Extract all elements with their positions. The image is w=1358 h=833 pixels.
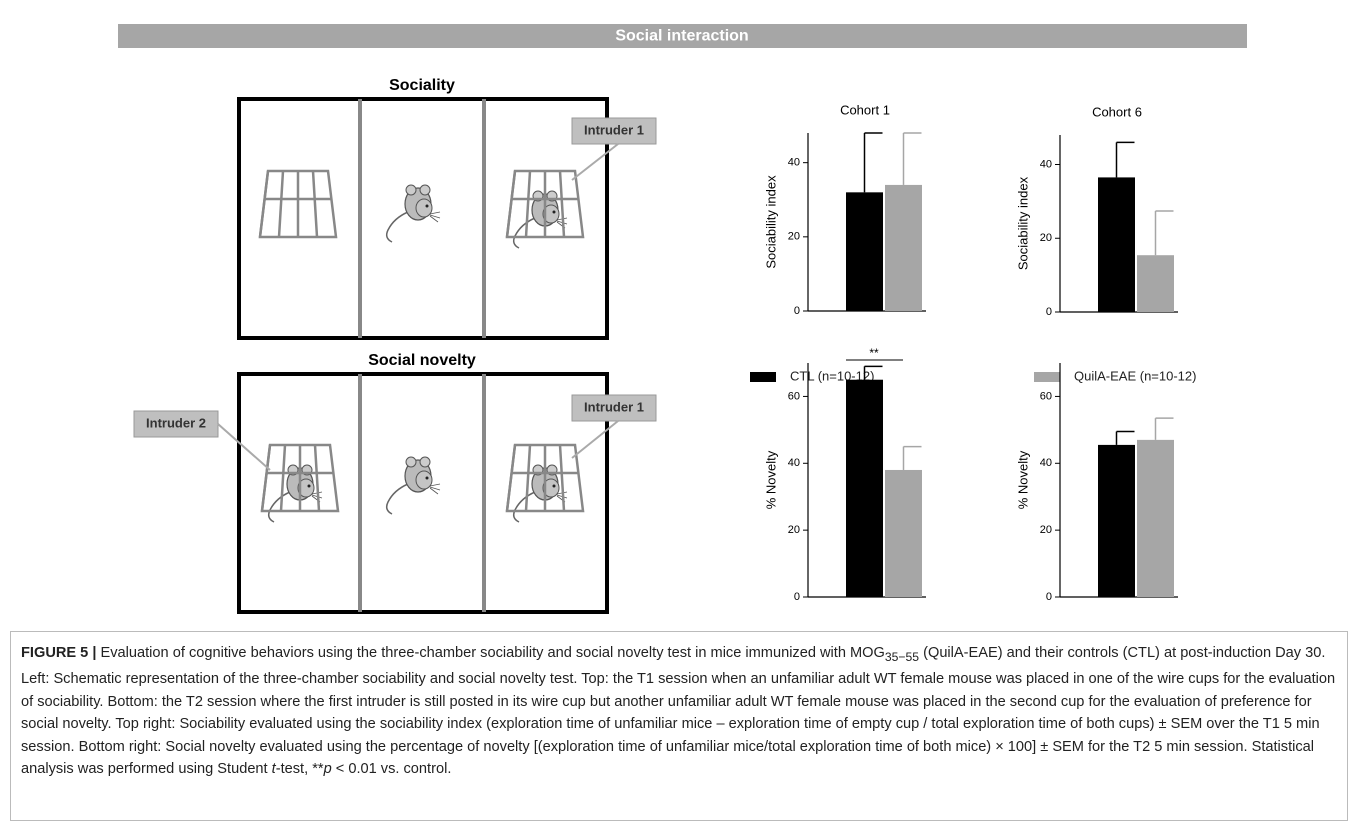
intruder-label: Intruder 1 <box>584 399 644 414</box>
bar <box>1137 255 1174 312</box>
bar <box>1137 439 1174 597</box>
caption-italic: t <box>271 760 276 777</box>
y-tick-label: 0 <box>1046 306 1052 318</box>
figure: Social interaction Sociality Intruder 1 … <box>118 24 1247 614</box>
legend-label: CTL (n=10-12) <box>790 368 874 383</box>
diagram-title: Sociality <box>389 77 455 94</box>
significance-label: ** <box>869 346 879 360</box>
caption-italic: p <box>323 760 332 777</box>
caption: FIGURE 5 | Evaluation of cognitive behav… <box>10 631 1348 821</box>
caption-text: < 0.01 vs. control. <box>331 760 452 777</box>
caption-label: FIGURE 5 | <box>21 645 97 661</box>
header-title: Social interaction <box>615 28 748 45</box>
bar <box>885 469 922 597</box>
y-tick-label: 0 <box>794 305 800 317</box>
arrow <box>571 143 619 181</box>
y-axis-label: % Novelty <box>763 450 778 509</box>
legend-label: QuilA-EAE (n=10-12) <box>1074 368 1196 383</box>
chart-title: Cohort 6 <box>1092 104 1142 119</box>
y-tick-label: 20 <box>1040 232 1052 244</box>
label-box <box>571 394 657 422</box>
y-tick-label: 20 <box>788 231 800 243</box>
bar <box>1098 444 1135 597</box>
caption-text: -test, ** <box>275 760 324 777</box>
bar <box>885 184 922 311</box>
bar <box>1098 177 1135 312</box>
label-box <box>571 117 657 145</box>
y-tick-label: 20 <box>1040 524 1052 536</box>
y-tick-label: 40 <box>1040 457 1052 469</box>
bar <box>846 192 883 311</box>
y-tick-label: 0 <box>794 591 800 603</box>
arrow <box>217 423 271 471</box>
y-axis-label: Sociability index <box>763 175 778 269</box>
y-axis-label: % Novelty <box>1015 450 1030 509</box>
bar <box>846 379 883 597</box>
legend-swatch <box>750 372 776 382</box>
y-tick-label: 60 <box>788 390 800 402</box>
arrow <box>571 420 619 459</box>
y-tick-label: 40 <box>788 457 800 469</box>
y-tick-label: 0 <box>1046 591 1052 603</box>
header-bar <box>118 24 1247 48</box>
y-tick-label: 40 <box>788 157 800 169</box>
intruder-label: Intruder 2 <box>146 415 206 430</box>
intruder-label: Intruder 1 <box>584 122 644 137</box>
caption-sub: 35−55 <box>884 649 920 664</box>
caption-text: (QuilA-EAE) and their controls (CTL) at … <box>21 645 1336 777</box>
legend-swatch <box>1034 372 1060 382</box>
diagram-title: Social novelty <box>368 352 476 369</box>
y-tick-label: 60 <box>1040 390 1052 402</box>
y-axis-label: Sociability index <box>1015 176 1030 270</box>
y-tick-label: 40 <box>1040 158 1052 170</box>
caption-text: Evaluation of cognitive behaviors using … <box>96 645 885 661</box>
y-tick-label: 20 <box>788 524 800 536</box>
chart-title: Cohort 1 <box>840 102 890 117</box>
